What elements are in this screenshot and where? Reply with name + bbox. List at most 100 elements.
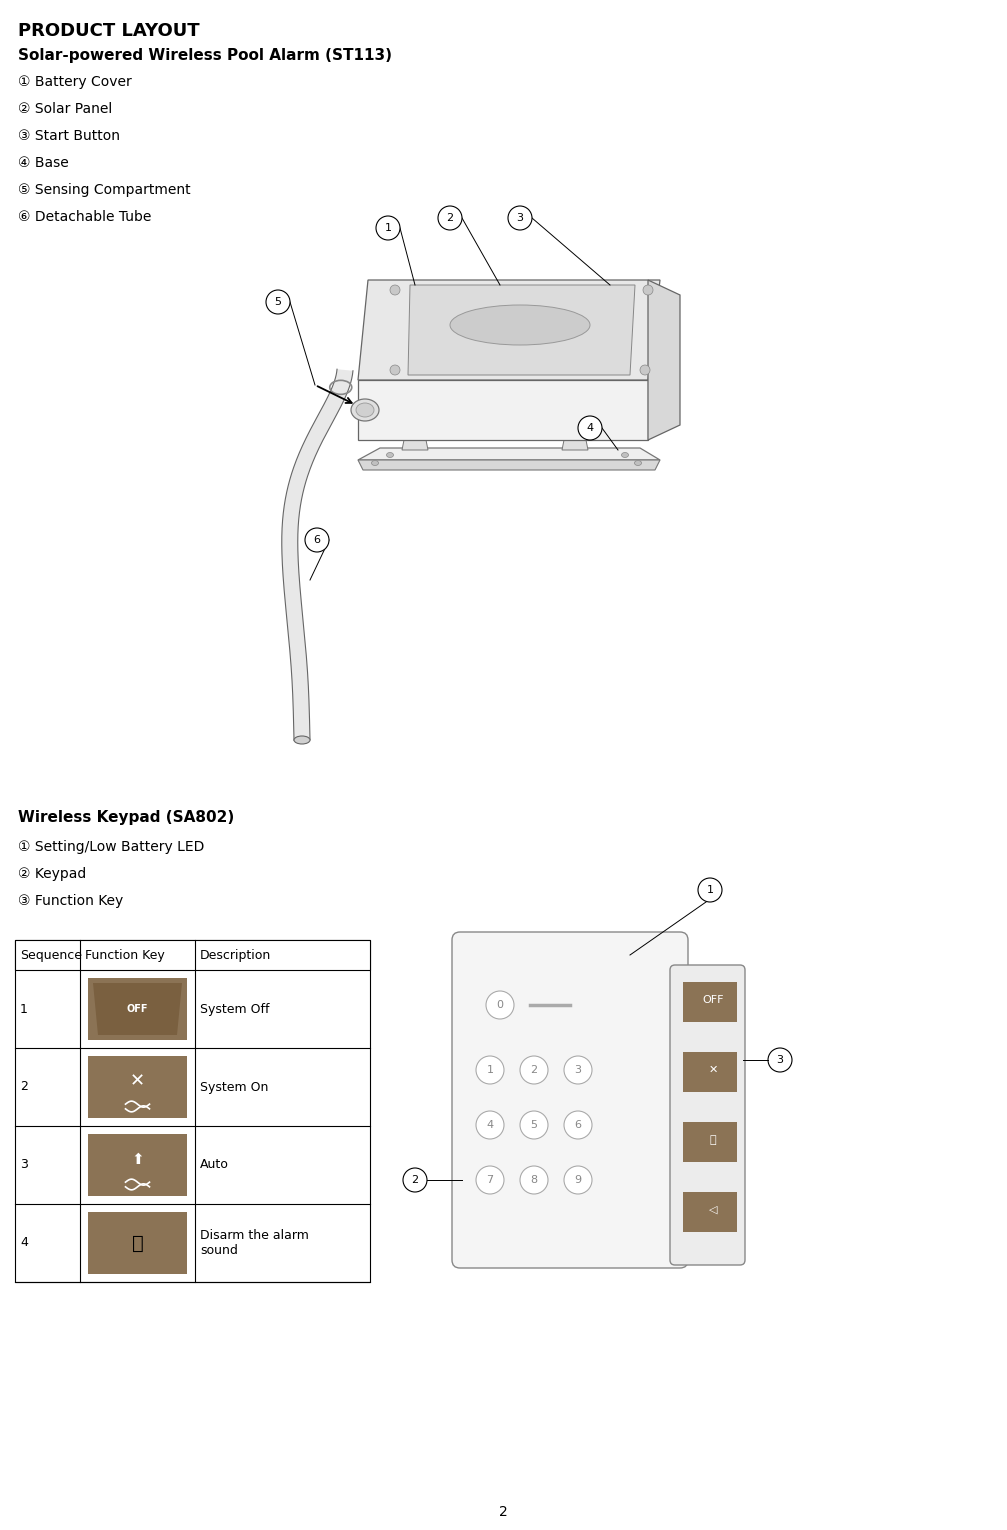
Bar — [88, 1056, 187, 1118]
Polygon shape — [358, 280, 660, 379]
Circle shape — [564, 1166, 592, 1193]
Ellipse shape — [450, 304, 590, 344]
Text: ① Setting/Low Battery LED: ① Setting/Low Battery LED — [18, 840, 204, 854]
Text: Sequence: Sequence — [20, 949, 82, 961]
Text: 1: 1 — [385, 223, 392, 233]
Text: Auto: Auto — [200, 1158, 229, 1172]
Circle shape — [578, 416, 602, 441]
Text: ③ Function Key: ③ Function Key — [18, 894, 123, 907]
Polygon shape — [402, 435, 428, 450]
Text: ⤴: ⤴ — [710, 1135, 716, 1144]
Bar — [88, 1212, 187, 1274]
Text: 3: 3 — [517, 213, 524, 223]
Polygon shape — [408, 285, 635, 375]
Text: 1: 1 — [707, 884, 714, 895]
Bar — [683, 1192, 737, 1232]
Text: 6: 6 — [575, 1120, 581, 1131]
Text: ② Solar Panel: ② Solar Panel — [18, 103, 112, 116]
Polygon shape — [358, 461, 660, 470]
Circle shape — [564, 1056, 592, 1083]
Text: 2: 2 — [412, 1175, 419, 1186]
Circle shape — [476, 1111, 504, 1138]
Text: ⑥ Detachable Tube: ⑥ Detachable Tube — [18, 210, 151, 223]
Text: Disarm the alarm
sound: Disarm the alarm sound — [200, 1229, 309, 1258]
Polygon shape — [562, 435, 588, 450]
Ellipse shape — [351, 399, 379, 421]
Text: ⑤ Sensing Compartment: ⑤ Sensing Compartment — [18, 184, 190, 197]
Text: 0: 0 — [496, 1001, 504, 1010]
Circle shape — [698, 878, 722, 903]
Circle shape — [305, 528, 329, 552]
Text: ② Keypad: ② Keypad — [18, 868, 87, 881]
Text: ✕: ✕ — [130, 1073, 145, 1089]
Text: 2: 2 — [20, 1080, 28, 1094]
Bar — [88, 1134, 187, 1196]
Text: 3: 3 — [20, 1158, 28, 1172]
Bar — [683, 982, 737, 1022]
Text: ③ Start Button: ③ Start Button — [18, 129, 120, 142]
Text: PRODUCT LAYOUT: PRODUCT LAYOUT — [18, 21, 199, 40]
Bar — [683, 1121, 737, 1161]
Text: 6: 6 — [313, 536, 320, 545]
Text: OFF: OFF — [127, 1004, 148, 1014]
Text: 2: 2 — [531, 1065, 538, 1076]
Text: 8: 8 — [531, 1175, 538, 1186]
Text: 2: 2 — [446, 213, 453, 223]
Circle shape — [520, 1166, 548, 1193]
Text: ⬆: ⬆ — [131, 1152, 144, 1166]
Circle shape — [643, 285, 653, 295]
Text: 5: 5 — [275, 297, 282, 308]
Text: 9: 9 — [574, 1175, 582, 1186]
Ellipse shape — [634, 461, 641, 465]
Circle shape — [476, 1166, 504, 1193]
Circle shape — [508, 207, 532, 230]
Text: 4: 4 — [20, 1236, 28, 1250]
Bar — [15, 939, 370, 970]
Circle shape — [520, 1056, 548, 1083]
Bar — [15, 939, 370, 1282]
Circle shape — [266, 291, 290, 314]
Circle shape — [390, 285, 400, 295]
Text: System On: System On — [200, 1080, 269, 1094]
Polygon shape — [358, 379, 648, 441]
Text: Description: Description — [200, 949, 271, 961]
Text: Wireless Keypad (SA802): Wireless Keypad (SA802) — [18, 809, 235, 825]
Circle shape — [640, 366, 650, 375]
Text: 2: 2 — [498, 1506, 508, 1519]
Text: Solar-powered Wireless Pool Alarm (ST113): Solar-powered Wireless Pool Alarm (ST113… — [18, 47, 392, 63]
Ellipse shape — [621, 453, 628, 457]
Text: 7: 7 — [486, 1175, 493, 1186]
Text: 4: 4 — [486, 1120, 493, 1131]
Ellipse shape — [356, 402, 374, 418]
Polygon shape — [648, 280, 680, 441]
Circle shape — [486, 991, 514, 1019]
Circle shape — [564, 1111, 592, 1138]
Polygon shape — [93, 982, 182, 1034]
Text: 1: 1 — [20, 1002, 28, 1016]
Circle shape — [768, 1048, 792, 1073]
Text: ✕: ✕ — [708, 1065, 718, 1076]
Text: Function Key: Function Key — [85, 949, 165, 961]
Circle shape — [520, 1111, 548, 1138]
Text: ◁: ◁ — [709, 1206, 717, 1215]
Text: ① Battery Cover: ① Battery Cover — [18, 75, 132, 89]
Bar — [88, 978, 187, 1040]
Circle shape — [476, 1056, 504, 1083]
Text: 3: 3 — [575, 1065, 581, 1076]
Circle shape — [390, 366, 400, 375]
Circle shape — [376, 216, 400, 240]
Ellipse shape — [294, 736, 310, 744]
Polygon shape — [358, 448, 660, 461]
Ellipse shape — [387, 453, 394, 457]
Text: 1: 1 — [486, 1065, 493, 1076]
FancyBboxPatch shape — [670, 965, 745, 1265]
Text: OFF: OFF — [702, 994, 724, 1005]
Text: 5: 5 — [531, 1120, 538, 1131]
Text: 🔇: 🔇 — [132, 1233, 143, 1253]
Bar — [683, 1053, 737, 1092]
Text: System Off: System Off — [200, 1002, 270, 1016]
FancyBboxPatch shape — [452, 932, 688, 1268]
Text: 4: 4 — [586, 422, 593, 433]
Ellipse shape — [372, 461, 379, 465]
Text: 3: 3 — [776, 1056, 783, 1065]
